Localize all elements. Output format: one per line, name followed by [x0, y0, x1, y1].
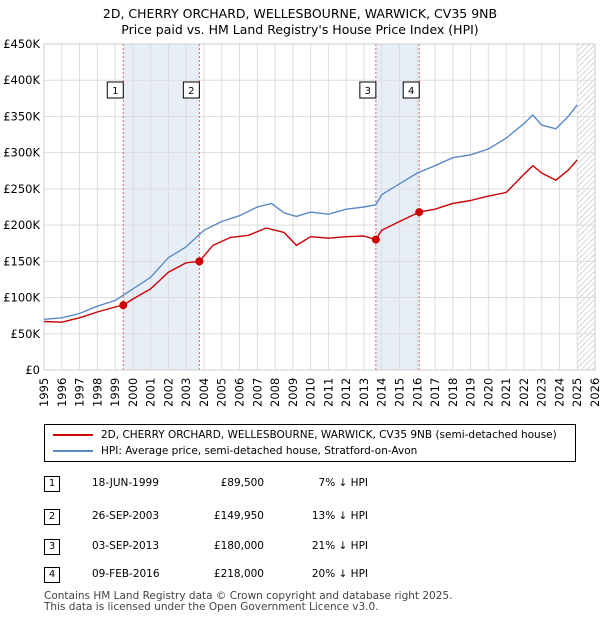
x-tick-label: 2000 — [126, 378, 140, 407]
marker-box-3 — [359, 81, 377, 99]
row-number-badge: 1 — [44, 476, 60, 492]
row-price: £218,000 — [213, 568, 264, 580]
x-tick-label: 2011 — [321, 378, 335, 407]
marker-label-4: 4 — [408, 86, 414, 97]
x-tick-label: 2006 — [233, 378, 247, 407]
x-tick-label: 2014 — [375, 378, 389, 407]
table-row: 1 18-JUN-1999 £89,500 7% ↓ HPI — [0, 476, 600, 494]
row-price: £180,000 — [213, 540, 264, 552]
legend-label-hpi: HPI: Average price, semi-detached house,… — [101, 445, 418, 457]
chart-legend: 2D, CHERRY ORCHARD, WELLESBOURNE, WARWIC… — [44, 424, 576, 462]
y-tick-label: £200K — [3, 218, 40, 232]
hpi-line — [43, 104, 578, 320]
y-tick-label: £100K — [3, 291, 40, 305]
property-price-line — [43, 159, 578, 323]
sale-point-1 — [119, 301, 128, 310]
marker-label-1: 1 — [112, 86, 118, 97]
row-price: £149,950 — [213, 510, 264, 522]
legend-item-hpi: HPI: Average price, semi-detached house,… — [53, 444, 417, 458]
x-tick-label: 2015 — [392, 378, 406, 407]
x-tick-label: 2004 — [197, 378, 211, 407]
x-tick-label: 2003 — [179, 378, 193, 407]
x-tick-label: 2023 — [535, 378, 549, 407]
x-tick-label: 2020 — [481, 378, 495, 407]
marker-label-2: 2 — [188, 86, 194, 97]
row-number-badge: 4 — [44, 567, 60, 583]
row-number-badge: 2 — [44, 509, 60, 525]
x-tick-label: 2021 — [499, 378, 513, 407]
legend-line-property — [53, 434, 93, 436]
table-row: 2 26-SEP-2003 £149,950 13% ↓ HPI — [0, 509, 600, 527]
x-tick-label: 2022 — [517, 378, 531, 407]
x-tick-label: 2012 — [339, 378, 353, 407]
x-tick-label: 2007 — [250, 378, 264, 407]
marker-box-4 — [402, 81, 420, 99]
legend-label-property: 2D, CHERRY ORCHARD, WELLESBOURNE, WARWIC… — [101, 429, 557, 441]
row-hpi: 20% ↓ HPI — [311, 568, 368, 580]
x-tick-label: 2024 — [552, 378, 566, 407]
y-tick-label: £50K — [11, 327, 41, 341]
marker-box-2 — [182, 81, 200, 99]
sale-point-4 — [415, 208, 424, 217]
footer-copyright: Contains HM Land Registry data © Crown c… — [44, 590, 453, 602]
x-tick-label: 2016 — [410, 378, 424, 407]
plot-border — [43, 43, 596, 371]
row-date: 03-SEP-2013 — [92, 540, 160, 552]
x-tick-label: 1999 — [108, 378, 122, 407]
sale-point-2 — [195, 257, 204, 266]
x-tick-label: 2001 — [144, 378, 158, 407]
marker-box-1 — [106, 81, 124, 99]
row-number-badge: 3 — [44, 539, 60, 555]
row-hpi: 21% ↓ HPI — [311, 540, 368, 552]
table-row: 3 03-SEP-2013 £180,000 21% ↓ HPI — [0, 539, 600, 557]
x-tick-label: 1997 — [73, 378, 87, 407]
forecast-hatch — [577, 44, 595, 370]
x-tick-label: 1995 — [37, 378, 51, 407]
x-tick-label: 1996 — [55, 378, 69, 407]
y-tick-label: £450K — [3, 37, 40, 51]
x-tick-label: 2005 — [215, 378, 229, 407]
price-chart: £0 £50K £100K £150K £200K £250K £300K £350K £400… — [3, 37, 600, 407]
row-price: £89,500 — [220, 477, 264, 489]
x-tick-label: 1998 — [90, 378, 104, 407]
chart-subtitle: Price paid vs. HM Land Registry's House … — [121, 22, 479, 37]
x-tick-label: 2010 — [304, 378, 318, 407]
x-tick-label: 2026 — [588, 378, 600, 407]
sale-point-3 — [371, 235, 380, 244]
y-tick-label: £350K — [3, 109, 40, 123]
y-tick-label: £400K — [3, 73, 40, 87]
x-tick-label: 2013 — [357, 378, 371, 407]
y-tick-label: £250K — [3, 182, 40, 196]
x-tick-label: 2017 — [428, 378, 442, 407]
row-hpi: 13% ↓ HPI — [311, 510, 368, 522]
x-tick-label: 2018 — [446, 378, 460, 407]
x-tick-label: 2025 — [570, 378, 584, 407]
legend-line-hpi — [53, 450, 93, 452]
row-hpi: 7% ↓ HPI — [318, 477, 368, 489]
marker-label-3: 3 — [365, 86, 371, 97]
chart-title: 2D, CHERRY ORCHARD, WELLESBOURNE, WARWIC… — [102, 6, 498, 21]
x-tick-label: 2008 — [268, 378, 282, 407]
y-tick-label: £0 — [25, 363, 40, 377]
x-tick-label: 2009 — [286, 378, 300, 407]
footer-licence: This data is licensed under the Open Gov… — [44, 601, 379, 613]
row-date: 09-FEB-2016 — [92, 568, 160, 580]
row-date: 18-JUN-1999 — [92, 477, 159, 489]
table-row: 4 09-FEB-2016 £218,000 20% ↓ HPI — [0, 567, 600, 585]
y-tick-label: £150K — [3, 254, 40, 268]
row-date: 26-SEP-2003 — [92, 510, 160, 522]
x-tick-label: 2019 — [464, 378, 478, 407]
y-tick-label: £300K — [3, 146, 40, 160]
legend-item-property: 2D, CHERRY ORCHARD, WELLESBOURNE, WARWIC… — [53, 428, 557, 442]
x-tick-label: 2002 — [161, 378, 175, 407]
